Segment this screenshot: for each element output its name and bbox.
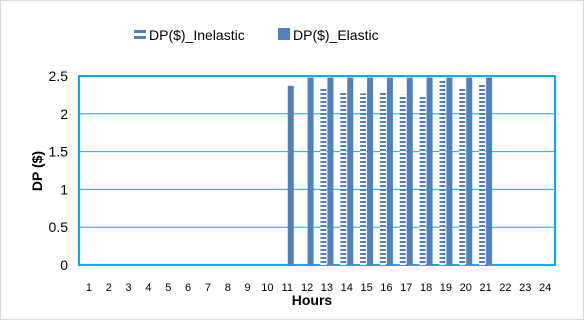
bar-elastic	[486, 77, 493, 266]
x-tick-label: 24	[539, 282, 551, 294]
bar-inelastic	[399, 94, 406, 266]
bar-elastic	[426, 77, 433, 266]
x-tick-label: 14	[341, 282, 353, 294]
legend-item-inelastic: DP($)_Inelastic	[134, 27, 245, 43]
x-axis-title: Hours	[292, 292, 333, 308]
y-axis-ticks: 0 0.5 1 1.5 2 2.5	[49, 68, 69, 273]
x-tick-label: 16	[380, 282, 392, 294]
legend-swatch-elastic	[278, 28, 290, 40]
y-tick-label: 0.5	[49, 219, 69, 235]
legend: DP($)_Inelastic DP($)_Elastic	[134, 27, 379, 43]
x-tick-label: 3	[126, 282, 132, 294]
bar-inelastic	[379, 91, 386, 266]
x-tick-label: 12	[301, 282, 313, 294]
x-tick-label: 7	[205, 282, 211, 294]
x-tick-label: 1	[86, 282, 92, 294]
plot-area	[78, 75, 556, 266]
bar-elastic	[446, 77, 453, 266]
x-tick-label: 22	[499, 282, 511, 294]
bar-inelastic	[360, 93, 367, 265]
x-tick-label: 6	[185, 282, 191, 294]
bar-elastic	[327, 77, 334, 266]
legend-swatch-inelastic-2	[134, 36, 146, 39]
legend-item-elastic: DP($)_Elastic	[278, 27, 379, 43]
bar-inelastic	[479, 83, 486, 265]
x-tick-label: 9	[245, 282, 251, 294]
x-tick-label: 8	[225, 282, 231, 294]
x-tick-label: 21	[479, 282, 491, 294]
y-tick-label: 0	[60, 257, 68, 273]
x-tick-label: 15	[360, 282, 372, 294]
x-tick-label: 20	[460, 282, 472, 294]
y-tick-label: 1	[60, 181, 68, 197]
bar-inelastic	[439, 79, 446, 265]
gridlines	[79, 113, 555, 228]
y-tick-label: 2	[60, 106, 68, 122]
bar-inelastic	[419, 97, 426, 265]
bar-inelastic	[340, 91, 347, 266]
x-tick-label: 18	[420, 282, 432, 294]
legend-label-inelastic: DP($)_Inelastic	[149, 27, 245, 43]
bar-elastic	[307, 77, 314, 266]
x-tick-label: 19	[440, 282, 452, 294]
x-tick-label: 2	[106, 282, 112, 294]
x-tick-label: 11	[282, 282, 293, 294]
x-tick-label: 4	[145, 282, 151, 294]
legend-label-elastic: DP($)_Elastic	[293, 27, 379, 43]
y-tick-label: 2.5	[49, 68, 69, 84]
x-tick-label: 17	[400, 282, 412, 294]
x-tick-label: 23	[519, 282, 531, 294]
bar-inelastic	[320, 87, 327, 265]
bars	[287, 77, 493, 266]
bar-elastic	[287, 85, 294, 265]
bar-elastic	[386, 77, 393, 266]
x-tick-label: 10	[261, 282, 273, 294]
x-axis-ticks: 1 2 3 4 5 6 7 8 9 10 11 12 13 14 15 16 17 18 19 20 21 22 23 24	[86, 282, 551, 294]
bar-elastic	[347, 77, 354, 266]
bar-inelastic	[459, 87, 466, 265]
bar-elastic	[367, 77, 374, 266]
x-tick-label: 5	[165, 282, 171, 294]
bar-elastic	[406, 77, 413, 266]
bar-elastic	[466, 77, 473, 266]
legend-swatch-inelastic	[134, 30, 146, 33]
y-axis-title: DP ($)	[29, 151, 45, 191]
x-tick-label: 13	[321, 282, 333, 294]
y-tick-label: 1.5	[49, 144, 69, 160]
